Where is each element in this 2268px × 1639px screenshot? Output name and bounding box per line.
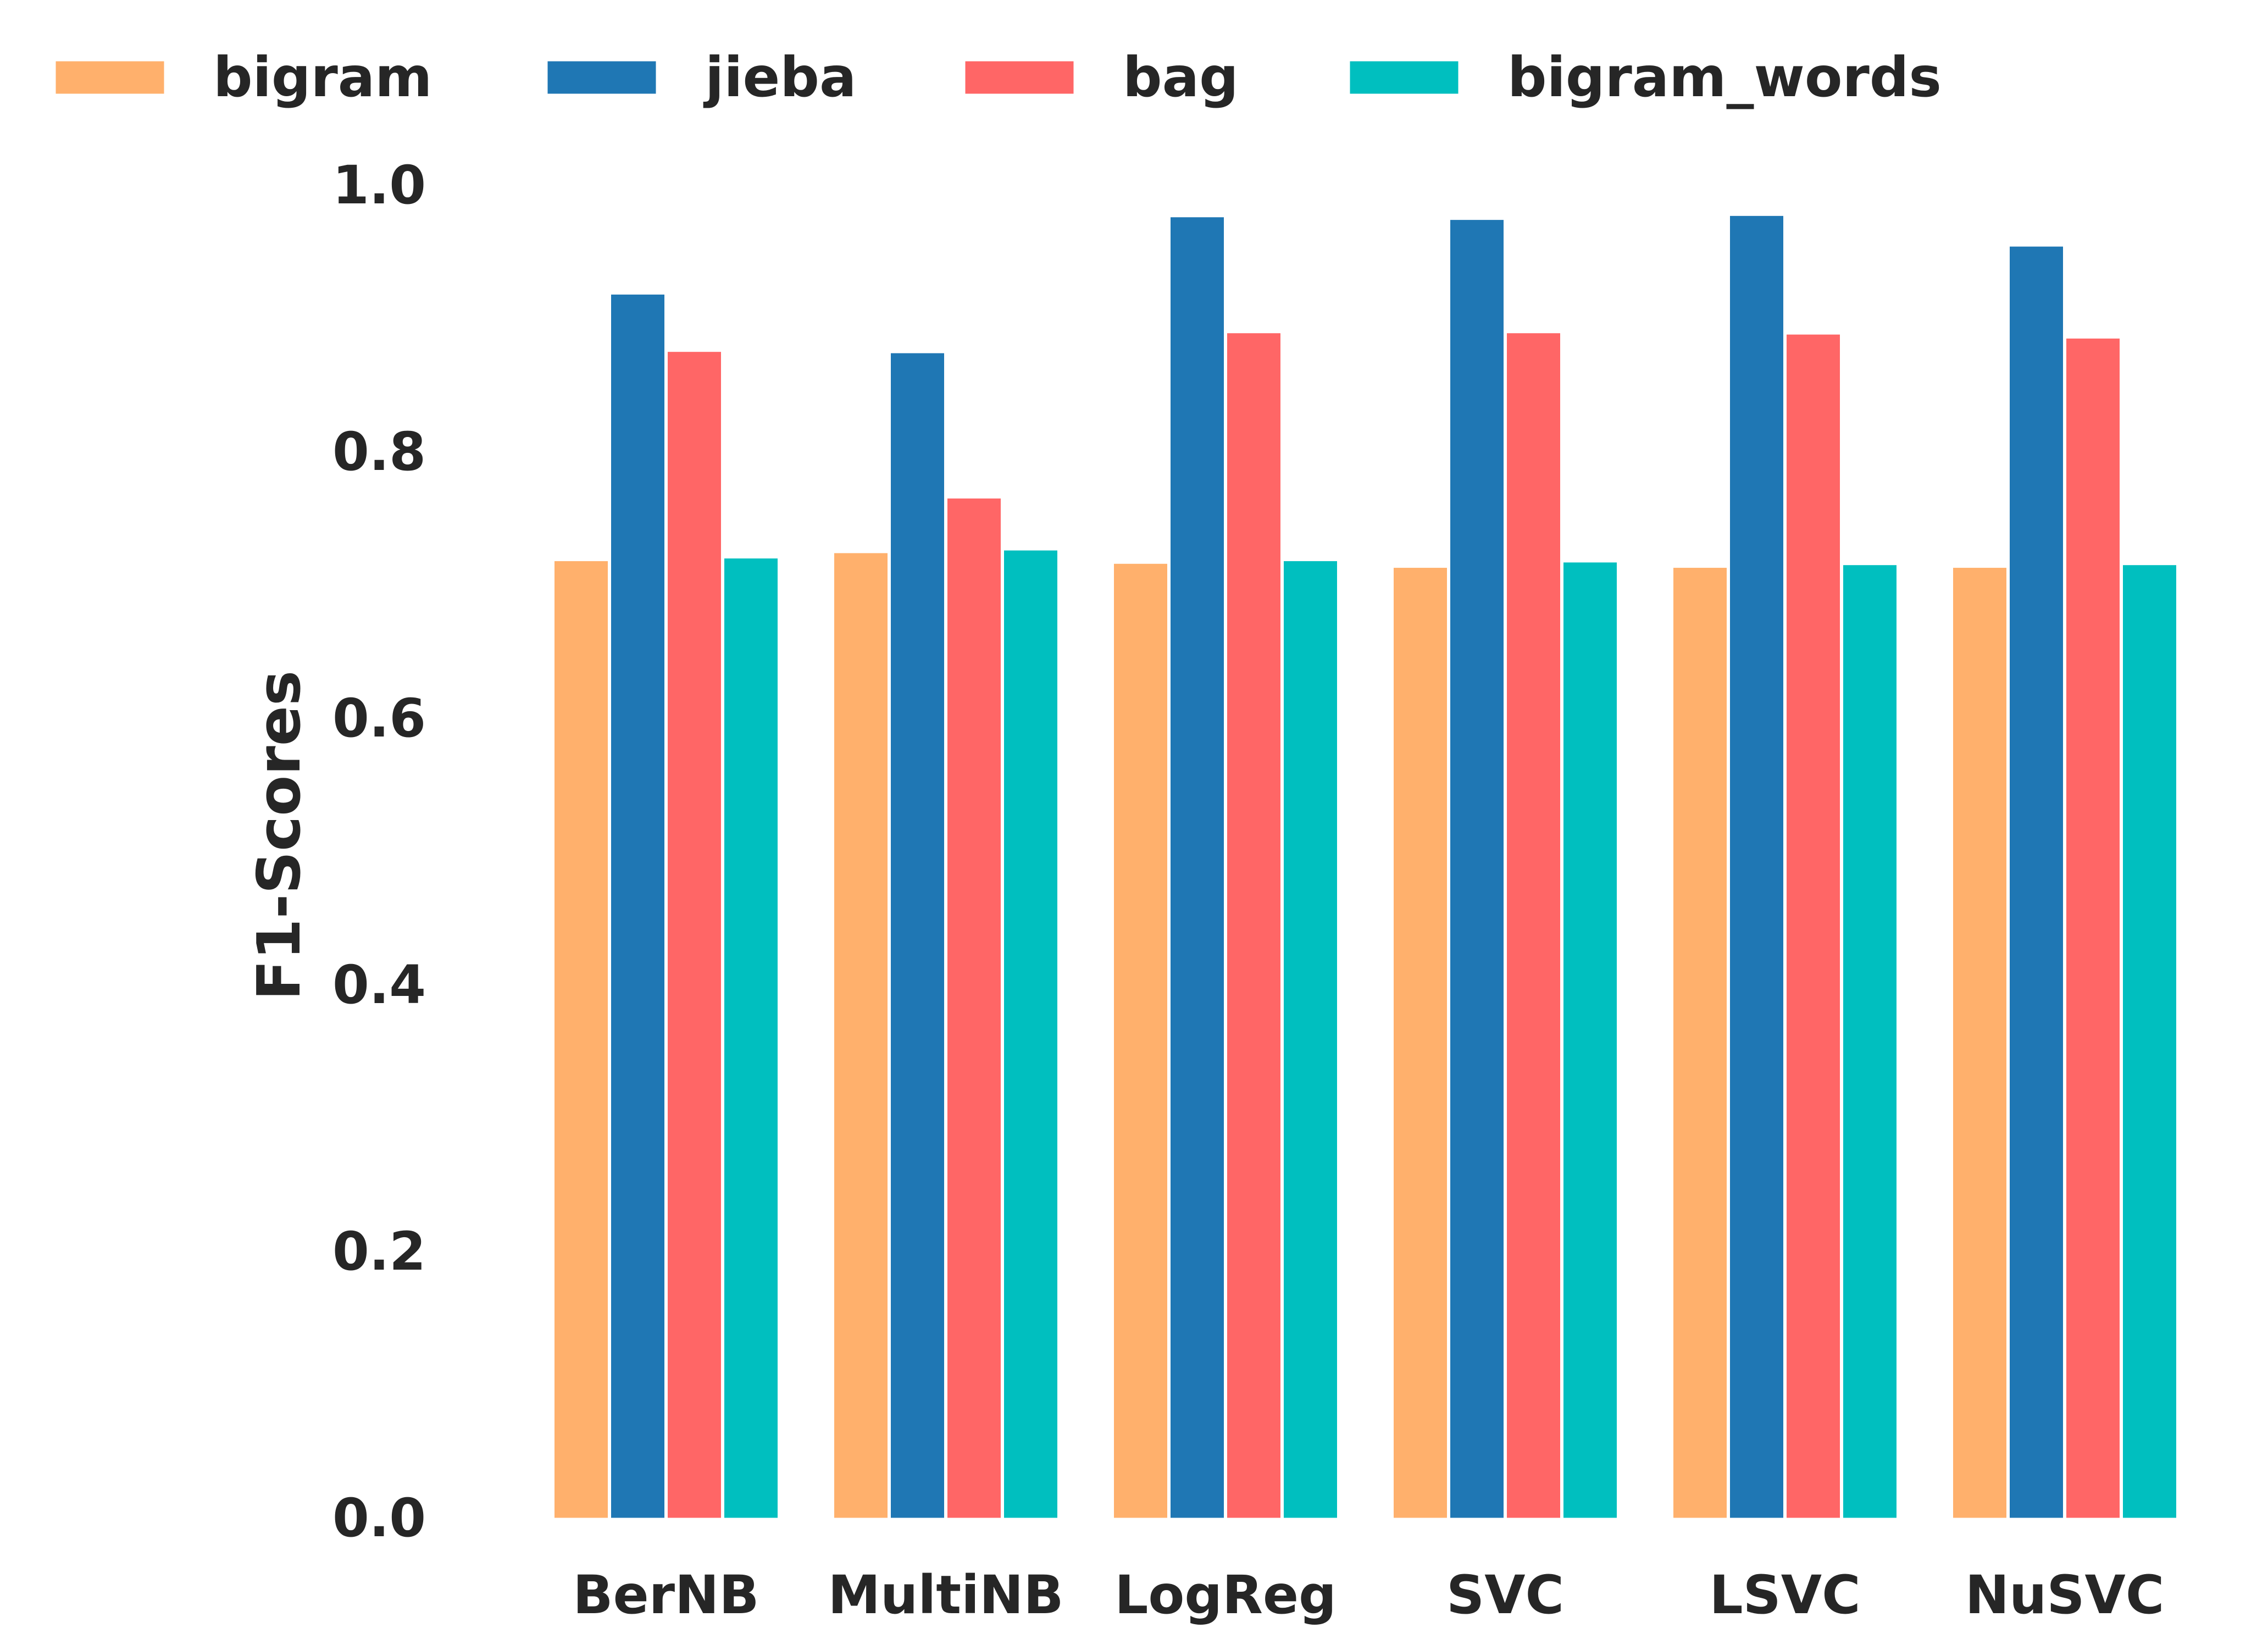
- x-tick-label: LogReg: [1114, 1564, 1337, 1626]
- y-tick-label: 0.8: [332, 421, 426, 483]
- legend-item-bigram: bigram: [54, 45, 432, 109]
- bar-bigram-multinb: [833, 551, 889, 1520]
- bar-jieba-nusvc: [2008, 245, 2065, 1520]
- y-tick-label: 0.0: [332, 1487, 426, 1549]
- x-tick-label: NuSVC: [1965, 1564, 2165, 1626]
- bar-jieba-svc: [1449, 218, 1505, 1520]
- bar-bag-svc: [1505, 331, 1562, 1520]
- bar-bigram_words-logreg: [1282, 559, 1339, 1520]
- legend-label: bag: [1123, 45, 1239, 109]
- bar-bigram-nusvc: [1951, 566, 2008, 1520]
- legend-item-bag: bag: [963, 45, 1239, 109]
- bar-bigram_words-bernb: [723, 557, 779, 1520]
- legend-label: bigram: [213, 45, 432, 109]
- x-axis: BerNB MultiNB LogReg SVC LSVC NuSVC: [573, 1564, 2164, 1626]
- y-tick-label: 0.6: [332, 688, 426, 749]
- bar-bag-logreg: [1226, 331, 1282, 1520]
- y-tick-label: 0.2: [332, 1221, 426, 1282]
- legend-item-bigram_words: bigram_words: [1348, 45, 1942, 109]
- y-tick-label: 0.4: [332, 954, 426, 1016]
- x-tick-label: SVC: [1446, 1564, 1564, 1626]
- bar-jieba-logreg: [1169, 215, 1226, 1520]
- legend-swatch: [1348, 59, 1460, 96]
- bar-bigram-svc: [1392, 566, 1449, 1520]
- bar-bag-bernb: [666, 350, 723, 1520]
- bar-bigram-lsvc: [1672, 566, 1728, 1520]
- bar-bag-multinb: [946, 496, 1002, 1520]
- bar-jieba-bernb: [609, 292, 666, 1520]
- bar-bag-lsvc: [1785, 333, 1842, 1520]
- y-tick-label: 1.0: [332, 154, 426, 216]
- x-tick-label: BerNB: [573, 1564, 759, 1626]
- legend-swatch: [54, 59, 166, 96]
- legend-swatch: [546, 59, 658, 96]
- x-tick-label: LSVC: [1709, 1564, 1860, 1626]
- bar-bigram_words-multinb: [1002, 549, 1059, 1520]
- legend: bigram jieba bag bigram_words: [54, 45, 1942, 109]
- bar-jieba-multinb: [889, 351, 946, 1520]
- y-axis: 0.0 0.2 0.4 0.6 0.8 1.0: [332, 154, 426, 1549]
- bars: [553, 214, 2178, 1520]
- bar-bigram-logreg: [1112, 562, 1169, 1520]
- legend-swatch: [963, 59, 1075, 96]
- legend-item-jieba: jieba: [546, 45, 856, 109]
- bar-bigram_words-svc: [1562, 561, 1618, 1520]
- bar-bigram_words-lsvc: [1842, 563, 1898, 1520]
- x-tick-label: MultiNB: [828, 1564, 1063, 1626]
- bar-bag-nusvc: [2065, 336, 2121, 1520]
- bar-bigram-bernb: [553, 559, 609, 1520]
- legend-label: bigram_words: [1507, 45, 1942, 109]
- bar-jieba-lsvc: [1728, 214, 1785, 1520]
- bar-bigram_words-nusvc: [2121, 563, 2178, 1520]
- legend-label: jieba: [703, 45, 856, 109]
- y-axis-label: F1-Scores: [245, 671, 314, 1001]
